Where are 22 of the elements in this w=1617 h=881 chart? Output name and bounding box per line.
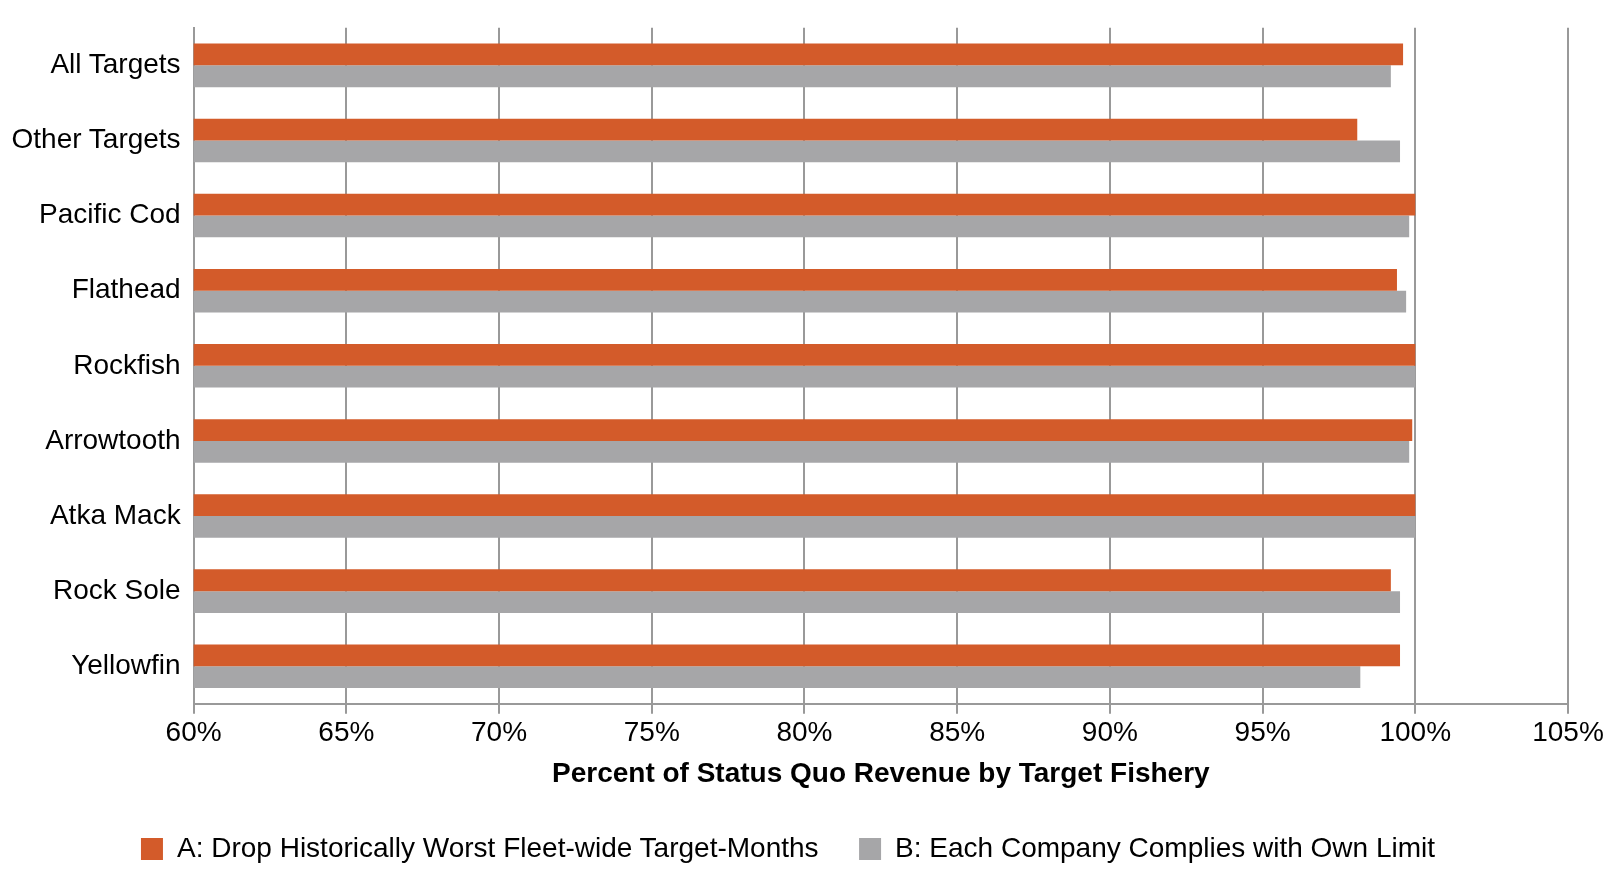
y-tick-label: Pacific Cod [39,198,181,230]
y-tick-label: Other Targets [11,123,181,155]
y-tick-label: All Targets [50,48,181,80]
x-tick-label: 60% [165,716,222,748]
y-tick-label: Flathead [71,273,181,305]
x-tick-label: 65% [318,716,375,748]
x-tick-label: 80% [776,716,833,748]
y-tick-label: Atka Mack [49,498,182,530]
x-tick-label: 85% [929,716,986,748]
x-tick-label: 105% [1532,716,1604,748]
x-tick-label: 90% [1081,716,1138,748]
y-tick-label: Rockfish [73,348,181,380]
legend-label: B: Each Company Complies with Own Limit [895,831,1436,863]
y-tick-label: Yellowfin [71,648,181,680]
x-tick-label: 70% [471,716,528,748]
x-tick-label: 75% [623,716,680,748]
x-tick-label: 100% [1379,716,1452,748]
legend-label: A: Drop Historically Worst Fleet-wide Target-Months [176,831,819,863]
y-tick-label: Rock Sole [53,573,181,605]
x-tick-label: 95% [1234,716,1291,748]
y-tick-label: Arrowtooth [45,423,181,455]
x-axis-title: Percent of Status Quo Revenue by Target Fishery [551,756,1211,788]
